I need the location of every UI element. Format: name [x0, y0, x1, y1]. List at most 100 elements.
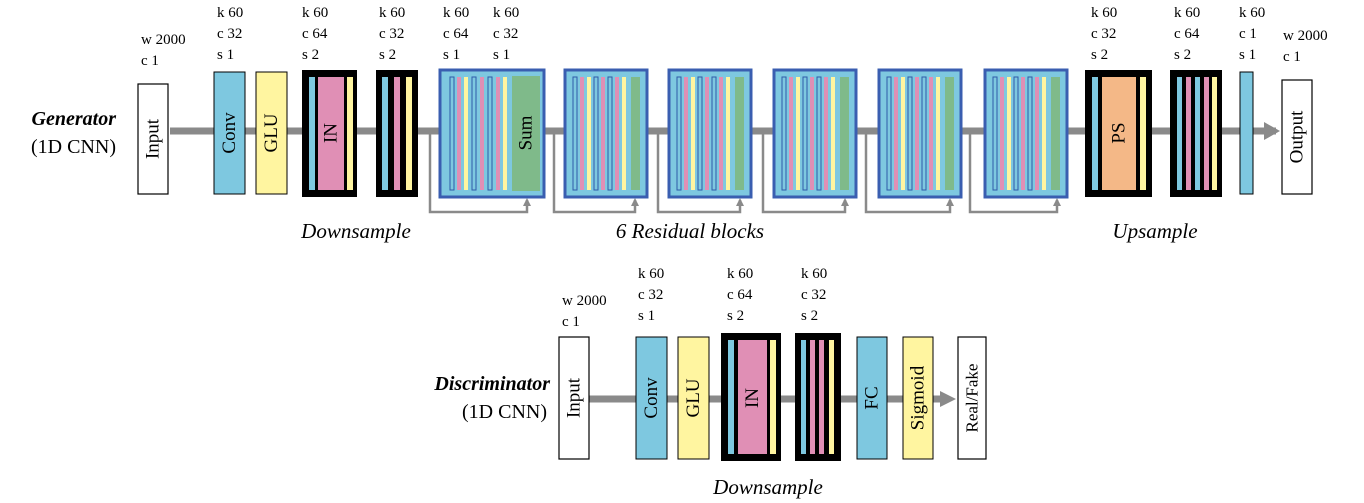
generator-glu-block: GLU [255, 71, 288, 195]
param-line: s 1 [638, 308, 655, 324]
param-line: c 64 [302, 26, 328, 42]
param-line: k 60 [801, 266, 827, 282]
generator-output-block: Output [1281, 79, 1313, 195]
param-line: w 2000 [141, 32, 186, 48]
generator-residual-block-1: Sum [438, 68, 546, 199]
discriminator-down1-params: k 60 c 64 s 2 [727, 266, 753, 324]
param-line: c 32 [638, 287, 663, 303]
param-line: s 2 [1091, 47, 1108, 63]
generator-param-labels: w 2000 c 1 k 60 c 32 s 1 k 60 c 64 s 2 k… [141, 5, 1328, 69]
param-line: s 1 [493, 47, 510, 63]
discriminator-conv-label: Conv [641, 377, 662, 419]
param-line: k 60 [1239, 5, 1265, 21]
generator-subtitle: (1D CNN) [31, 136, 116, 158]
param-line: c 32 [1091, 26, 1116, 42]
generator-sum-label: Sum [516, 115, 537, 150]
param-line: c 1 [1239, 26, 1257, 42]
param-line: c 32 [217, 26, 242, 42]
generator-output-label: Output [1287, 110, 1308, 164]
discriminator-title: Discriminator [433, 373, 550, 395]
generator-down2-params: k 60 c 32 s 2 [379, 5, 405, 63]
param-line: w 2000 [1283, 28, 1328, 44]
generator-down1-params: k 60 c 64 s 2 [302, 5, 328, 63]
param-line: s 1 [1239, 47, 1256, 63]
generator-residual-block-2 [563, 68, 649, 199]
generator-glu-label: GLU [261, 113, 282, 152]
generator-input-block: Input [137, 83, 169, 195]
discriminator-input-block: Input [558, 336, 590, 460]
param-line: k 60 [379, 5, 405, 21]
generator-residual-block-5 [877, 68, 963, 199]
param-line: c 64 [443, 26, 469, 42]
param-line: c 64 [1174, 26, 1200, 42]
generator-title: Generator [32, 108, 117, 130]
generator-downsample-caption: Downsample [300, 219, 411, 243]
generator-input-label: Input [143, 118, 164, 159]
discriminator-subtitle: (1D CNN) [462, 401, 547, 423]
param-line: c 32 [801, 287, 826, 303]
generator-input-params: w 2000 c 1 [141, 32, 186, 69]
discriminator-param-labels: w 2000 c 1 k 60 c 32 s 1 k 60 c 64 s 2 k… [562, 266, 827, 330]
param-line: s 1 [443, 47, 460, 63]
generator-conv-label: Conv [219, 112, 240, 154]
generator-upsample-block-1: PS [1085, 70, 1152, 197]
generator-conv-params: k 60 c 32 s 1 [217, 5, 243, 63]
discriminator-glu-block: GLU [677, 336, 710, 460]
generator-in-label: IN [321, 123, 342, 143]
param-line: s 2 [801, 308, 818, 324]
param-line: k 60 [1091, 5, 1117, 21]
generator-res-a-params: k 60 c 64 s 1 [443, 5, 469, 63]
param-line: s 2 [302, 47, 319, 63]
param-line: c 1 [1283, 49, 1301, 65]
param-line: k 60 [443, 5, 469, 21]
discriminator-conv-block: Conv [635, 336, 668, 460]
generator-ps-label: PS [1109, 122, 1130, 143]
discriminator-output-label: Real/Fake [963, 364, 982, 433]
param-line: k 60 [638, 266, 664, 282]
discriminator-output-block: Real/Fake [957, 336, 987, 460]
generator-conv-block: Conv [213, 71, 246, 195]
generator-residual-block-6 [983, 68, 1069, 199]
param-line: s 2 [1174, 47, 1191, 63]
param-line: s 2 [727, 308, 744, 324]
discriminator-downsample-block-1: IN [721, 333, 781, 461]
generator-res-b-params: k 60 c 32 s 1 [493, 5, 519, 63]
generator-skip-connections [428, 131, 1061, 214]
param-line: k 60 [1174, 5, 1200, 21]
param-line: w 2000 [562, 293, 607, 309]
generator-section: Generator (1D CNN) Input Conv [31, 5, 1328, 243]
generator-output-params: w 2000 c 1 [1283, 28, 1328, 65]
param-line: k 60 [727, 266, 753, 282]
discriminator-glu-label: GLU [683, 378, 704, 417]
generator-final-conv-block [1239, 71, 1254, 195]
generator-upsample-block-2 [1170, 70, 1222, 197]
generator-residual-block-3 [667, 68, 753, 199]
generator-residual-block-4 [772, 68, 858, 199]
discriminator-input-params: w 2000 c 1 [562, 293, 607, 330]
discriminator-in-label: IN [742, 388, 763, 408]
discriminator-section: Discriminator (1D CNN) Input Conv GLU IN [433, 266, 987, 499]
param-line: s 2 [379, 47, 396, 63]
discriminator-sigmoid-block: Sigmoid [902, 336, 934, 460]
discriminator-conv-params: k 60 c 32 s 1 [638, 266, 664, 324]
generator-final-params: k 60 c 1 s 1 [1239, 5, 1265, 63]
generator-upsample-caption: Upsample [1112, 219, 1197, 243]
param-line: c 32 [493, 26, 518, 42]
param-line: k 60 [493, 5, 519, 21]
discriminator-downsample-block-2 [795, 333, 841, 461]
discriminator-input-label: Input [564, 377, 585, 418]
generator-downsample-block-2 [376, 70, 418, 197]
generator-up1-params: k 60 c 32 s 2 [1091, 5, 1117, 63]
param-line: c 1 [141, 53, 159, 69]
param-line: c 1 [562, 314, 580, 330]
generator-up2-params: k 60 c 64 s 2 [1174, 5, 1200, 63]
discriminator-down2-params: k 60 c 32 s 2 [801, 266, 827, 324]
discriminator-sigmoid-label: Sigmoid [908, 365, 929, 430]
discriminator-fc-label: FC [862, 386, 883, 409]
param-line: s 1 [217, 47, 234, 63]
discriminator-fc-block: FC [856, 336, 888, 460]
generator-downsample-block-1: IN [302, 70, 357, 197]
generator-residual-caption: 6 Residual blocks [616, 219, 764, 243]
param-line: k 60 [217, 5, 243, 21]
